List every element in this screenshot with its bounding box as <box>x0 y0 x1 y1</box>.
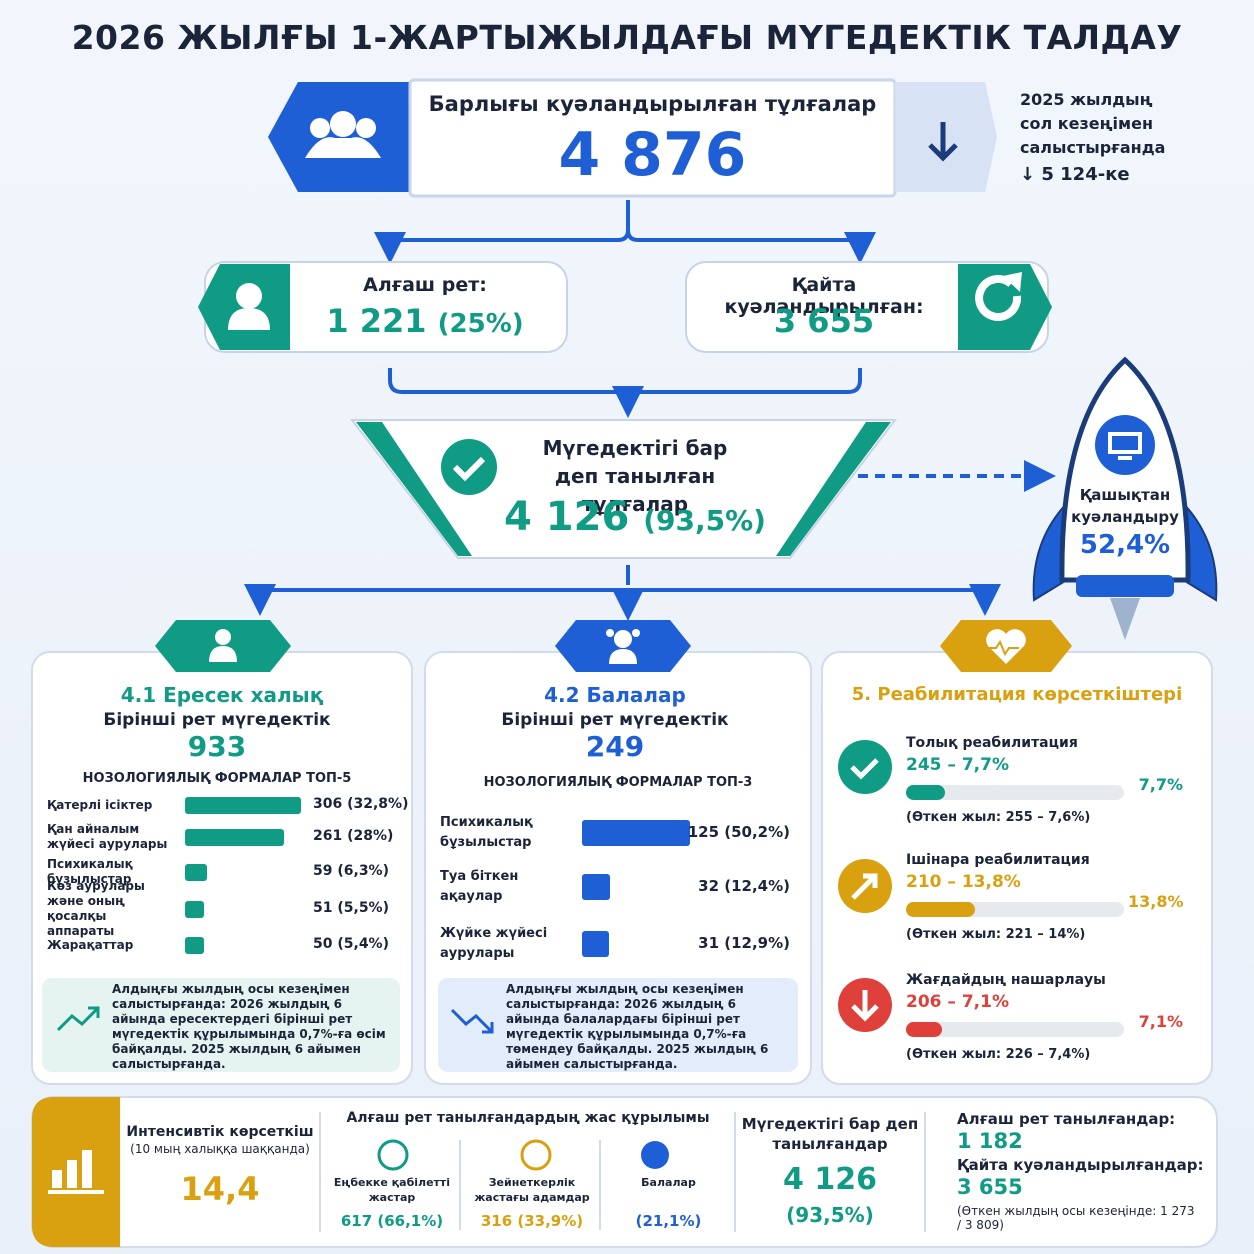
disease-name: Жүйке жүйесі аурулары <box>440 926 548 961</box>
progress-label: 7,1% <box>1138 1012 1183 1031</box>
children-note: Алдыңғы жылдың осы кезеңімен салыстырған… <box>506 982 769 1071</box>
bar <box>582 820 690 846</box>
rehab-name: Толық реабилитация <box>906 735 1078 751</box>
recognized-value: 4 126 (93,5%) <box>490 494 780 540</box>
comparison-number: 5 124-ке <box>1041 164 1130 185</box>
rehab-value: 210 – 13,8% <box>906 872 1021 892</box>
bar <box>582 874 610 900</box>
age-group-name: Зейнеткерлік жастағы адамдар <box>474 1176 590 1204</box>
bar-label: 50 (5,4%) <box>313 936 389 952</box>
intensity-value: 14,4 <box>180 1170 260 1208</box>
rehab-name: Ішінара реабилитация <box>906 852 1090 868</box>
recognized-number: 4 126 <box>504 494 630 540</box>
disease-name: Жарақаттар <box>47 937 134 952</box>
total-value: 4 876 <box>558 120 747 190</box>
adults-subtitle: Бірінші рет мүгедектік <box>103 710 331 730</box>
repeat-count-value: 3 655 <box>957 1175 1023 1199</box>
progress-track <box>906 785 1124 800</box>
intensity-label: Интенсивтік көрсеткіш <box>126 1124 314 1140</box>
comparison-value: ↓ 5 124-ке <box>1020 164 1130 185</box>
adults-value: 933 <box>187 730 247 763</box>
bar-label: 261 (28%) <box>313 828 394 844</box>
progress-bar <box>906 902 975 917</box>
progress-bar <box>906 1022 942 1037</box>
children-value: 249 <box>585 730 645 763</box>
bar-label: 306 (32,8%) <box>313 796 409 812</box>
age-group-name: Балалар <box>641 1176 696 1189</box>
footer-recognized-label: Мүгедектігі бар деп танылғандар <box>741 1115 919 1153</box>
first-label: Алғаш рет: <box>363 274 487 296</box>
children-list-title: НОЗОЛОГИЯЛЫҚ ФОРМАЛАР ТОП-3 <box>483 775 753 790</box>
age-group-value: 617 (66,1%) <box>340 1212 444 1230</box>
disease-name: Туа біткен ақаулар <box>440 869 519 904</box>
age-group-value: 316 (33,9%) <box>480 1212 584 1230</box>
rehab-value: 206 – 7,1% <box>906 992 1009 1012</box>
previous-counts: (Өткен жылдың осы кезеңінде: 1 273 / 3 8… <box>957 1204 1195 1232</box>
rehab-name: Жағдайдың нашарлауы <box>906 972 1106 988</box>
adults-title: 4.1 Ересек халық <box>120 683 324 707</box>
first-value: 1 221 (25%) <box>290 302 560 340</box>
bar <box>582 931 609 957</box>
progress-bar <box>906 785 945 800</box>
progress-track <box>906 1022 1124 1037</box>
rehab-previous: (Өткен жыл: 221 – 14%) <box>906 927 1086 942</box>
bar-label: 31 (12,9%) <box>698 934 790 952</box>
bar <box>185 937 204 954</box>
recognized-label: Мүгедектігі бар деп танылған тұлғалар <box>542 436 728 516</box>
bar-label: 32 (12,4%) <box>698 877 790 895</box>
remote-value: 52,4% <box>1079 530 1171 560</box>
disease-name: Қан айналым жүйесі аурулары <box>47 822 168 851</box>
bar <box>185 829 285 846</box>
disease-name: Психикалық бұзылыстар <box>47 857 133 886</box>
progress-label: 13,8% <box>1128 892 1184 911</box>
disease-name: Қатерлі ісіктер <box>47 797 153 812</box>
bar <box>185 864 208 881</box>
disease-name: Көз аурулары және оның қосалқы аппараты <box>47 879 145 938</box>
adults-list-title: НОЗОЛОГИЯЛЫҚ ФОРМАЛАР ТОП-5 <box>82 771 352 786</box>
children-title: 4.2 Балалар <box>544 683 686 707</box>
page-title: 2026 ЖЫЛҒЫ 1-ЖАРТЫЖЫЛДАҒЫ МҮГЕДЕКТІК ТАЛ… <box>71 18 1183 57</box>
first-number: 1 221 <box>326 302 427 340</box>
first-count-label: Алғаш рет танылғандар: <box>957 1110 1176 1128</box>
comparison-text: 2025 жылдың сол кезеңімен салыстырғанда <box>1020 90 1166 157</box>
age-title: Алғаш рет танылғандардың жас құрылымы <box>346 1110 710 1126</box>
age-group-name: Еңбекке қабілетті жастар <box>333 1176 451 1204</box>
rehab-value: 245 – 7,7% <box>906 755 1009 775</box>
bar-label: 125 (50,2%) <box>687 823 790 841</box>
footer-recognized-share: (93,5%) <box>786 1203 874 1227</box>
rehab-previous: (Өткен жыл: 226 – 7,4%) <box>906 1047 1091 1062</box>
intensity-sublabel: (10 мың халыққа шаққанда) <box>130 1142 310 1156</box>
bar-label: 59 (6,3%) <box>313 863 389 879</box>
disease-name: Психикалық бұзылыстар <box>440 815 533 850</box>
bar <box>185 797 302 814</box>
adults-note: Алдыңғы жылдың осы кезеңімен салыстырған… <box>112 982 386 1071</box>
remote-label: Қашықтан куәландыру <box>1071 486 1179 526</box>
footer-recognized-value: 4 126 <box>783 1162 877 1197</box>
bar <box>185 901 205 918</box>
rehab-previous: (Өткен жыл: 255 – 7,6%) <box>906 810 1091 825</box>
progress-label: 7,7% <box>1138 775 1183 794</box>
recognized-share: (93,5%) <box>643 504 766 537</box>
repeat-label: Қайта куәландырылған: <box>724 274 924 318</box>
bar-label: 51 (5,5%) <box>313 900 389 916</box>
repeat-value: 3 655 <box>773 302 875 340</box>
total-label: Барлығы куәландырылған тұлғалар <box>428 92 877 116</box>
age-group-value: (21,1%) <box>635 1212 702 1230</box>
first-count-value: 1 182 <box>957 1129 1023 1153</box>
rehab-title: 5. Реабилитация көрсеткіштері <box>851 684 1183 705</box>
children-subtitle: Бірінші рет мүгедектік <box>501 710 729 730</box>
first-share: (25%) <box>437 309 524 339</box>
repeat-count-label: Қайта куәландырылғандар: <box>957 1156 1204 1174</box>
